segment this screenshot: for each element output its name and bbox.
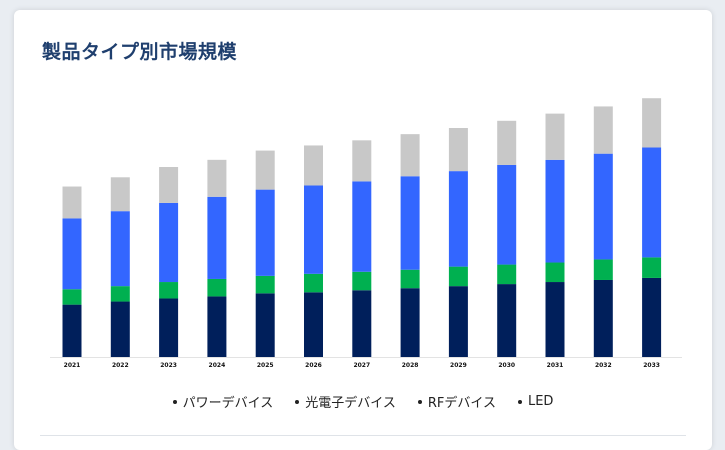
chart-title: 製品タイプ別市場規模: [42, 41, 238, 63]
bar-segment[interactable]: [642, 277, 662, 357]
card-divider: [40, 435, 686, 436]
bar-segment[interactable]: [255, 150, 275, 190]
legend-label: LED: [527, 394, 554, 409]
stacked-bar-chart: 2021 2022 2023 2024 2025 2026 2027 2028 2029 2030…: [50, 98, 682, 369]
bar-segment[interactable]: [207, 196, 227, 279]
bar-segment[interactable]: [110, 211, 130, 287]
x-tick-label: 2027: [353, 362, 370, 369]
x-tick-label: 2024: [209, 362, 226, 369]
bar-segment[interactable]: [352, 140, 372, 182]
bar-segment[interactable]: [545, 282, 565, 357]
bar-segment[interactable]: [642, 257, 662, 278]
x-tick-label: 2028: [402, 362, 419, 369]
bar-segment[interactable]: [159, 282, 179, 299]
x-tick-label: 2026: [305, 362, 322, 369]
x-tick-label: 2031: [547, 362, 564, 369]
bar-segment[interactable]: [400, 176, 420, 270]
bar-segment[interactable]: [62, 186, 82, 219]
bar-segment[interactable]: [497, 284, 517, 357]
bar-segment[interactable]: [593, 259, 613, 280]
bar-segment[interactable]: [255, 293, 275, 357]
bar-segment[interactable]: [255, 189, 275, 276]
legend-label: 光電子デバイス: [305, 396, 396, 411]
bar-segment[interactable]: [110, 286, 130, 302]
bar-segment[interactable]: [400, 134, 420, 177]
bar-segment[interactable]: [159, 298, 179, 357]
legend-item-power[interactable]: パワーデバイス: [172, 392, 274, 411]
bar-segment[interactable]: [448, 171, 468, 267]
x-tick-label: 2033: [643, 362, 660, 369]
bar-segment[interactable]: [110, 177, 130, 212]
legend-bullet: [417, 399, 422, 404]
bar-segment[interactable]: [352, 181, 372, 272]
bar-segment[interactable]: [593, 279, 613, 357]
bar-segment[interactable]: [497, 264, 517, 285]
bar-segment[interactable]: [545, 113, 565, 160]
x-tick-label: 2023: [160, 362, 177, 369]
bar-segment[interactable]: [448, 286, 468, 357]
x-tick-label: 2032: [595, 362, 612, 369]
legend-label: RFデバイス: [427, 396, 496, 411]
legend-label: パワーデバイス: [182, 396, 274, 411]
legend-bullet: [172, 399, 177, 404]
bar-segment[interactable]: [62, 218, 82, 290]
bar-segment[interactable]: [545, 159, 565, 263]
bar-segment[interactable]: [497, 120, 517, 165]
legend-item-rf[interactable]: RFデバイス: [417, 392, 496, 411]
bar-segment[interactable]: [448, 127, 468, 172]
bar-segment[interactable]: [159, 202, 179, 283]
bar-segment[interactable]: [400, 269, 420, 289]
bar-segment[interactable]: [304, 185, 323, 274]
bar-segment[interactable]: [304, 145, 323, 186]
bar-segment[interactable]: [593, 106, 613, 154]
bar-segment[interactable]: [110, 301, 130, 357]
bar-segment[interactable]: [207, 296, 227, 357]
legend-item-led[interactable]: LED: [517, 392, 554, 411]
x-tick-label: 2022: [112, 362, 129, 369]
legend-bullet: [295, 399, 300, 404]
x-tick-label: 2025: [257, 362, 274, 369]
bar-segment[interactable]: [255, 275, 275, 294]
bar-segment[interactable]: [593, 153, 613, 260]
bar-segment[interactable]: [642, 147, 662, 258]
bar-segment[interactable]: [62, 289, 82, 305]
bar-segment[interactable]: [207, 159, 227, 197]
x-tick-label: 2029: [450, 362, 467, 369]
x-tick-label: 2030: [498, 362, 515, 369]
bar-segment[interactable]: [159, 167, 179, 203]
chart-card: 製品タイプ別市場規模 2021 2022 2023 2024 2025 2026 2027 2…: [14, 10, 712, 450]
x-tick-label: 2021: [64, 362, 81, 369]
bar-segment[interactable]: [62, 304, 82, 357]
bar-segment[interactable]: [352, 271, 372, 291]
bar-segment[interactable]: [448, 266, 468, 287]
bar-segment[interactable]: [207, 278, 227, 297]
bar-segment[interactable]: [642, 98, 662, 148]
chart-legend: パワーデバイス 光電子デバイス RFデバイス LED: [14, 392, 712, 411]
bar-segment[interactable]: [545, 262, 565, 283]
bar-segment[interactable]: [304, 273, 323, 293]
bar-segment[interactable]: [304, 292, 323, 357]
bar-segment[interactable]: [400, 288, 420, 357]
legend-item-optoelectronic[interactable]: 光電子デバイス: [295, 392, 396, 411]
bar-segment[interactable]: [497, 164, 517, 265]
legend-bullet: [517, 399, 522, 404]
bar-segment[interactable]: [352, 290, 372, 357]
